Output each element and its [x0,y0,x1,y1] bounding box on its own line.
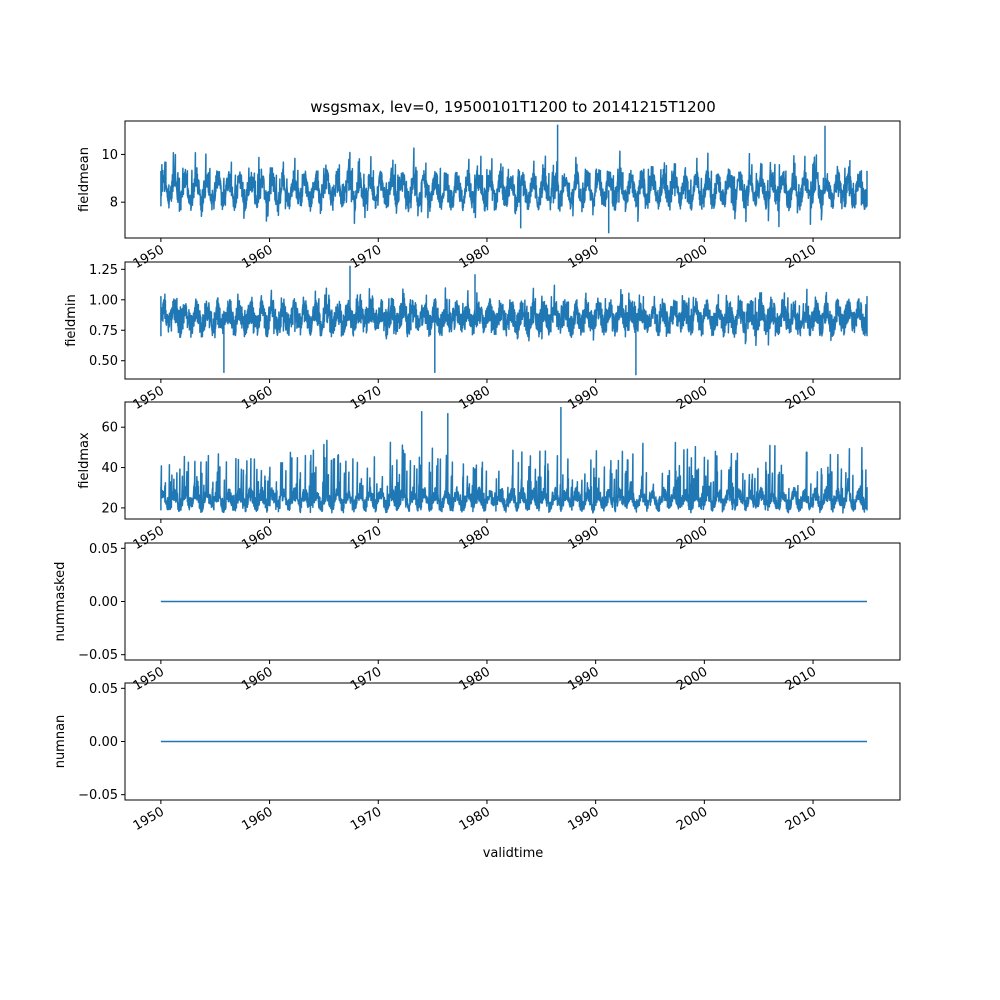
x-tick-label: 1960 [239,664,275,694]
x-ticks-nummasked: 1950 1960 1970 1980 1990 2000 2010 [131,660,819,694]
x-tick-label: 1970 [348,523,384,553]
x-tick-label: 1950 [131,664,167,694]
x-tick-label: 1990 [565,523,601,553]
y-ticks-fieldmax: 20 40 60 [101,421,125,516]
y-tick-label: 0.50 [89,354,118,369]
x-ticks-fieldmean: 1950 1960 1970 1980 1990 2000 2010 [131,238,819,272]
series-line-fieldmin [160,265,868,376]
x-tick-label: 1950 [131,523,167,553]
y-axis-label-nummasked: nummasked [53,562,68,642]
y-tick-label: 0.05 [89,542,118,557]
series-path [160,124,868,234]
x-tick-label: 1980 [457,242,493,272]
series-line-fieldmean [160,124,868,234]
y-axis-label-numnan: numnan [53,715,68,769]
x-tick-label: 2000 [674,664,710,694]
x-ticks-fieldmax: 1950 1960 1970 1980 1990 2000 2010 [131,519,819,553]
y-tick-label: 10 [101,148,118,163]
axes-frame-fieldmin [124,261,901,380]
y-tick-label: 60 [101,421,118,436]
series-path [160,265,868,376]
axes-frame-fieldmax [124,401,901,520]
x-tick-label: 1980 [457,383,493,413]
y-tick-label: 8 [110,196,118,211]
panel-numnan: −0.05 0.00 0.05 1950 1960 1970 1980 1990 2000 20… [53,682,901,834]
panel-nummasked: −0.05 0.00 0.05 1950 1960 1970 1980 1990 2000 20… [53,542,901,694]
x-tick-label: 1990 [565,804,601,834]
x-tick-label: 1980 [457,523,493,553]
x-tick-label: 2010 [783,664,819,694]
x-tick-label: 1960 [239,383,275,413]
x-axis-label: validtime [483,846,544,861]
x-tick-label: 1980 [457,664,493,694]
y-ticks-numnan: −0.05 0.00 0.05 [78,682,125,803]
x-tick-label: 1970 [348,804,384,834]
y-tick-label: −0.05 [78,788,118,803]
y-tick-label: −0.05 [78,648,118,663]
panel-fieldmax: 20 40 60 1950 1960 1970 1980 1990 2000 2010 fiel… [77,401,901,553]
y-tick-label: 40 [101,461,118,476]
x-tick-label: 1960 [239,242,275,272]
x-tick-label: 2000 [674,242,710,272]
x-tick-label: 2010 [783,242,819,272]
y-tick-label: 1.00 [89,293,118,308]
y-ticks-fieldmin: 0.50 0.75 1.00 1.25 [89,263,125,369]
axes-frame-fieldmean [124,120,901,239]
y-tick-label: 0.75 [89,324,118,339]
y-axis-label-fieldmean: fieldmean [77,147,92,212]
y-ticks-nummasked: −0.05 0.00 0.05 [78,542,125,663]
x-tick-label: 1960 [239,804,275,834]
x-tick-label: 1960 [239,523,275,553]
x-tick-label: 2000 [674,523,710,553]
y-tick-label: 0.05 [89,682,118,697]
x-tick-label: 1980 [457,804,493,834]
y-axis-label-fieldmin: fieldmin [64,294,79,347]
x-tick-label: 2010 [783,523,819,553]
y-tick-label: 20 [101,501,118,516]
x-tick-label: 1950 [131,383,167,413]
chart-title: wsgsmax, lev=0, 19500101T1200 to 2014121… [310,98,716,116]
panel-fieldmean: 8 10 1950 1960 1970 1980 1990 2000 2010 fieldme… [77,120,901,272]
x-tick-label: 2000 [674,383,710,413]
y-tick-label: 0.00 [89,595,118,610]
x-tick-label: 1950 [131,242,167,272]
x-tick-label: 1990 [565,383,601,413]
x-tick-label: 1970 [348,664,384,694]
series-line-fieldmax [160,407,868,514]
x-tick-label: 1950 [131,804,167,834]
x-tick-label: 2000 [674,804,710,834]
y-axis-label-fieldmax: fieldmax [77,432,92,489]
panel-fieldmin: 0.50 0.75 1.00 1.25 1950 1960 1970 1980 1990 200… [64,261,901,413]
y-ticks-fieldmean: 8 10 [101,148,125,211]
x-tick-label: 1990 [565,242,601,272]
x-tick-label: 1990 [565,664,601,694]
y-tick-label: 0.00 [89,735,118,750]
x-tick-label: 1970 [348,383,384,413]
x-tick-label: 2010 [783,804,819,834]
x-tick-label: 1970 [348,242,384,272]
series-path [160,407,868,514]
x-ticks-fieldmin: 1950 1960 1970 1980 1990 2000 2010 [131,379,819,413]
x-ticks-numnan: 1950 1960 1970 1980 1990 2000 2010 [131,800,819,834]
x-tick-label: 2010 [783,383,819,413]
y-tick-label: 1.25 [89,263,118,278]
